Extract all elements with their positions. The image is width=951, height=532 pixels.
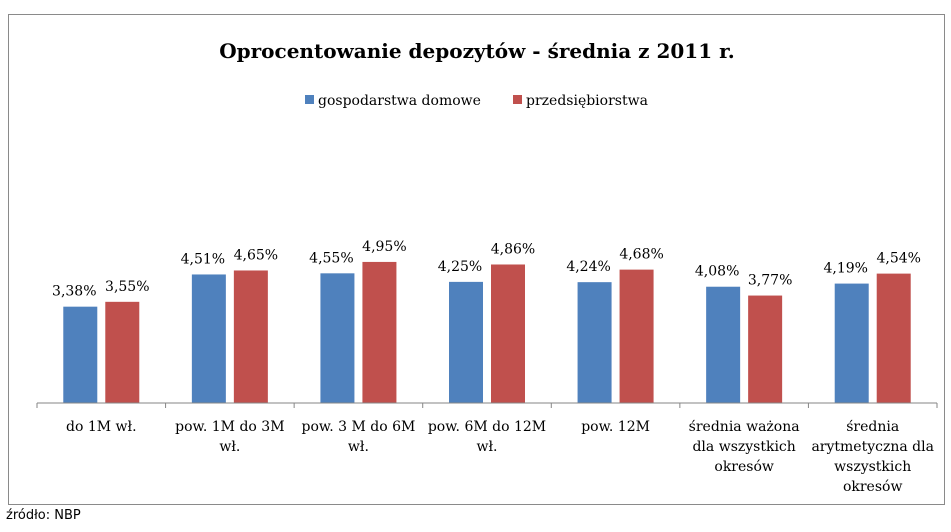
data-label: 4,24% — [566, 259, 610, 275]
bar-companies-4 — [619, 269, 654, 403]
legend-label: gospodarstwa domowe — [318, 93, 481, 109]
bar-households-4 — [577, 282, 612, 403]
chart-title: Oprocentowanie depozytów - średnia z 201… — [219, 39, 735, 63]
legend-swatch — [513, 95, 522, 104]
category-label: pow. 1M do 3M wł. — [175, 419, 284, 455]
value-labels: 3,38% 3,55% 4,51% 4,65% 4,55% 4,95% 4,25% 4,86%… — [52, 239, 921, 300]
source-note: źródło: NBP — [6, 508, 81, 523]
data-label: 3,38% — [52, 284, 96, 300]
legend-label: przedsiębiorstwa — [526, 93, 648, 109]
bar-households-1 — [191, 274, 226, 403]
category-labels: do 1M wł. pow. 1M do 3M wł. pow. 3 M do 6M w… — [66, 419, 934, 495]
category-label: średnia ważona dla wszystkich okresów — [689, 419, 800, 475]
category-label: pow. 12M — [581, 419, 650, 435]
data-label: 4,51% — [181, 251, 225, 267]
data-label: 4,68% — [619, 247, 663, 263]
data-label: 4,65% — [234, 247, 278, 263]
legend: gospodarstwa domowe przedsiębiorstwa — [305, 93, 648, 109]
chart: Oprocentowanie depozytów - średnia z 201… — [36, 39, 938, 495]
bar-companies-5 — [748, 295, 783, 403]
bars — [63, 261, 911, 403]
data-label: 4,54% — [876, 251, 920, 267]
bar-households-3 — [449, 281, 483, 403]
bar-households-6 — [834, 283, 869, 403]
bar-households-0 — [63, 306, 98, 403]
data-label: 3,77% — [748, 273, 792, 289]
category-label: pow. 6M do 12M wł. — [428, 419, 546, 455]
bar-companies-2 — [362, 261, 397, 403]
data-label: 4,19% — [823, 261, 867, 277]
data-label: 4,55% — [309, 250, 353, 266]
bar-companies-1 — [233, 270, 268, 403]
x-axis-ticks — [36, 403, 938, 408]
legend-swatch — [305, 95, 314, 104]
category-label: średnia arytmetyczna dla wszystkich okresów — [811, 419, 934, 495]
data-label: 3,55% — [105, 279, 149, 295]
bar-companies-0 — [105, 301, 140, 403]
bar-companies-6 — [876, 273, 911, 403]
chart-frame: Oprocentowanie depozytów - średnia z 201… — [8, 14, 945, 505]
data-label: 4,86% — [491, 241, 535, 257]
data-label: 4,08% — [695, 264, 739, 280]
category-label: pow. 3 M do 6M wł. — [302, 419, 416, 455]
bar-companies-3 — [491, 264, 525, 403]
bar-households-2 — [320, 273, 355, 403]
data-label: 4,25% — [438, 259, 482, 275]
bar-households-5 — [706, 286, 741, 403]
category-label: do 1M wł. — [66, 419, 137, 435]
data-label: 4,95% — [362, 239, 406, 255]
